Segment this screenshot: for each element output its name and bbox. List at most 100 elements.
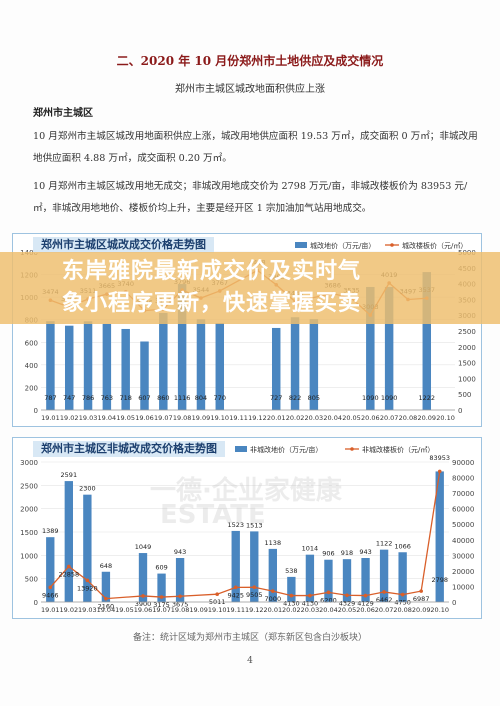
legend-marker-line (350, 447, 354, 451)
bar (83, 494, 92, 602)
data-label-top: 943 (174, 548, 186, 556)
data-label-bottom: 718 (119, 394, 131, 402)
page-subtitle: 郑州市主城区城改地面积供应上涨 (175, 84, 325, 95)
bar (435, 471, 444, 602)
bar (250, 531, 259, 602)
data-label-top: 1049 (135, 543, 152, 551)
data-label-top: 1523 (227, 521, 244, 529)
x-tick: 19.04 (97, 606, 116, 614)
line-point (345, 593, 349, 598)
chart-non-urban-renewal-title: 郑州市主城区非城改成交价格走势图 (33, 441, 225, 457)
y-tick-right: 30000 (452, 552, 474, 560)
bar (121, 328, 130, 410)
x-tick: 19.05 (115, 606, 134, 614)
line-point (215, 592, 219, 597)
legend-label-line: 非城改楼板价（元/㎡） (362, 445, 434, 454)
bar (140, 341, 149, 410)
data-label-bottom: 3900 (135, 600, 152, 608)
bar (231, 530, 240, 602)
bar (83, 321, 93, 410)
bar (287, 576, 296, 602)
series-line (49, 471, 441, 600)
legend-swatch-bar (235, 446, 247, 452)
bar (384, 286, 394, 410)
y-tick-right: 80000 (452, 475, 474, 483)
data-label-bottom: 4750 (394, 599, 411, 607)
data-label-top: 1122 (376, 540, 393, 548)
data-label-bottom: 7000 (265, 595, 282, 603)
legend-marker-line (390, 243, 394, 247)
x-tick: 20.03 (301, 606, 320, 614)
x-tick: 20.08 (393, 606, 412, 614)
data-label-bottom: 3675 (172, 600, 189, 608)
bar (64, 481, 73, 602)
data-label-bottom: 9466 (42, 591, 59, 599)
line-point (419, 589, 423, 593)
y-tick-right: 90000 (452, 459, 474, 467)
bar (422, 272, 432, 410)
bar (361, 557, 370, 602)
data-label-bottom: 4130 (283, 600, 300, 608)
x-tick: 19.08 (171, 606, 190, 614)
x-tick: 20.07 (380, 414, 399, 422)
y-tick-right: 0 (452, 599, 456, 607)
data-label-bottom: 9425 (227, 591, 244, 599)
data-label-bottom: 1116 (174, 394, 191, 402)
x-tick: 20.10 (430, 606, 449, 614)
x-tick: 19.08 (173, 414, 192, 422)
y-tick-left: 3000 (20, 459, 38, 467)
y-tick-right: 2000 (458, 344, 476, 352)
x-tick: 19.03 (78, 606, 97, 614)
line-point (141, 594, 145, 598)
x-tick: 20.09 (417, 414, 436, 422)
data-label-top: 1066 (394, 542, 411, 550)
bar (157, 573, 166, 602)
x-tick: 20.06 (361, 414, 380, 422)
data-label-bottom: 22858 (58, 570, 79, 578)
data-label-bottom: 805 (308, 394, 320, 402)
y-tick-right: 40000 (452, 537, 474, 545)
bar (196, 319, 206, 410)
x-tick: 19.07 (154, 414, 173, 422)
section-heading: 郑州市主城区 (33, 108, 93, 119)
line-point (400, 592, 405, 597)
x-tick: 20.01 (264, 606, 283, 614)
y-tick-left: 0 (34, 599, 38, 607)
legend-label-bar: 城改地价（万元/亩） (310, 241, 375, 250)
y-tick-right: 0 (458, 407, 462, 415)
bar (46, 321, 55, 410)
data-label-bottom: 4329 (339, 599, 356, 607)
x-tick: 20.07 (375, 606, 394, 614)
data-label-bottom: 770 (214, 394, 226, 402)
data-label-bottom: 2798 (431, 576, 448, 584)
overlay-banner: 东岸雅院最新成交价及实时气 象小程序更新，快速掌握买卖 (0, 252, 500, 324)
chart-non-urban-renewal: 0 500 1000 1500 2000 2500 3000 0 10000 20000 30000… (12, 437, 482, 619)
line-point (308, 593, 312, 598)
y-tick-right: 10000 (452, 583, 474, 591)
bar (268, 548, 277, 602)
data-label-bottom: 763 (101, 394, 113, 402)
x-tick: 20.09 (412, 606, 431, 614)
x-tick: 19.10 (208, 606, 227, 614)
x-tick: 19.11 (226, 606, 245, 614)
data-label-top: 1389 (42, 527, 59, 535)
x-tick: 20.04 (319, 606, 338, 614)
x-tick: 19.11 (229, 414, 248, 422)
overlay-line-2: 象小程序更新，快速掌握买卖 (62, 291, 362, 316)
data-label-top: 648 (100, 562, 112, 570)
data-label-bottom: 747 (63, 394, 75, 402)
x-tick: 20.02 (286, 414, 305, 422)
line-point (382, 590, 386, 594)
paragraph-supply: 10 月郑州市主城区城改用地面积供应上涨，城改用地供应面积 19.53 万㎡，成… (33, 131, 478, 164)
line-point (363, 593, 368, 598)
chart-non-urban-renewal-svg: 0500100015002000250030000100002000030000… (20, 445, 474, 614)
data-label-bottom: 4130 (302, 600, 319, 608)
legend-swatch-bar (295, 242, 307, 248)
x-tick: 19.10 (210, 414, 229, 422)
line-point (289, 593, 294, 598)
line-point (271, 589, 275, 593)
chart-urban-renewal-title: 郑州市主城区城改成交价格走势图 (33, 237, 214, 253)
y-tick-left: 500 (25, 576, 38, 584)
x-tick: 19.02 (60, 414, 79, 422)
